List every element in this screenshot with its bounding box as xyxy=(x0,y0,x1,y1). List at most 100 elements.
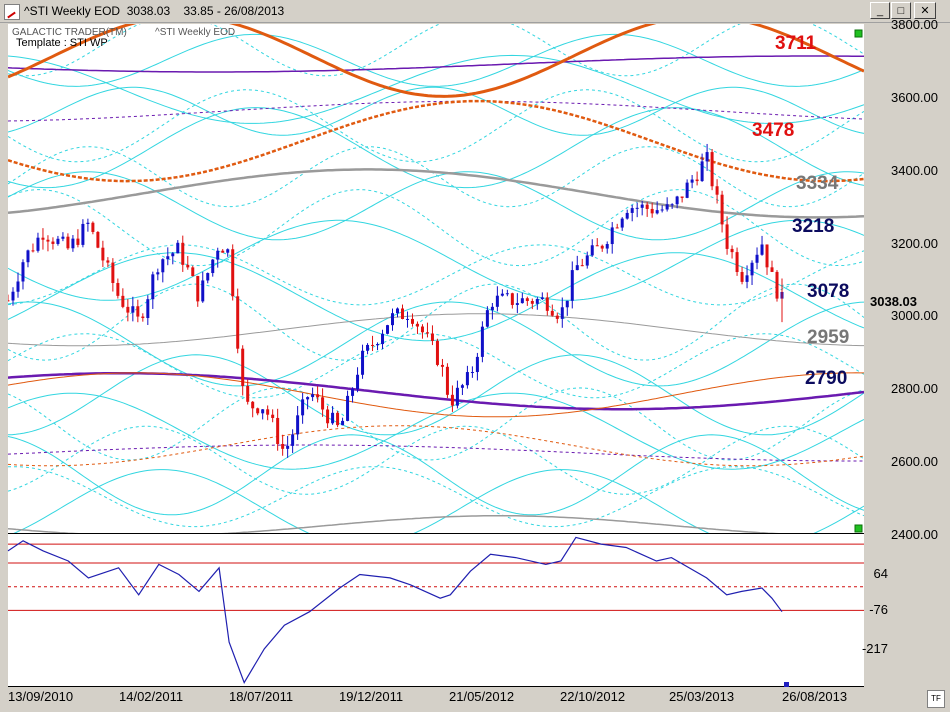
candle-body xyxy=(166,256,170,260)
candle-body xyxy=(590,245,594,256)
candle-body xyxy=(670,204,674,206)
level-label-3078: 3078 xyxy=(807,281,850,302)
candle-body xyxy=(336,412,340,426)
date-tick: 13/09/2010 xyxy=(8,689,74,704)
candle-body xyxy=(216,250,220,260)
osc-tick-minus217: -217 xyxy=(861,641,888,656)
candle-body xyxy=(540,297,544,300)
candle-body xyxy=(341,420,345,426)
series-header: ^STI Weekly EOD xyxy=(155,27,236,38)
orange-cycle-line xyxy=(8,372,864,418)
gray-cycle-line xyxy=(8,514,780,533)
candle-body xyxy=(306,397,310,400)
candle-body xyxy=(715,186,719,195)
candle-body xyxy=(36,237,40,251)
oscillator-line xyxy=(7,536,783,684)
cycle-line xyxy=(8,219,864,301)
current-price-label: 3038.03 xyxy=(870,294,917,309)
candle-body xyxy=(41,237,45,240)
candle-body xyxy=(56,238,60,244)
candle-body xyxy=(630,208,634,213)
price-axis[interactable] xyxy=(864,24,950,686)
candle-body xyxy=(585,255,589,266)
level-label-2959: 2959 xyxy=(807,327,850,348)
candle-body xyxy=(236,296,240,349)
candle-body xyxy=(465,372,469,386)
level-label-3218: 3218 xyxy=(792,216,835,237)
price-panel[interactable] xyxy=(8,24,864,533)
cycle-line xyxy=(8,171,864,241)
candle-body xyxy=(286,445,290,449)
maximize-button[interactable]: □ xyxy=(891,2,911,19)
candle-body xyxy=(136,306,140,317)
candle-body xyxy=(381,333,385,345)
cycle-line xyxy=(8,89,864,163)
candle-body xyxy=(500,293,504,296)
candle-body xyxy=(565,300,569,308)
candle-body xyxy=(221,250,225,253)
candle-body xyxy=(86,222,90,224)
price-plot-area xyxy=(8,24,864,533)
candle-body xyxy=(620,218,624,228)
date-tick: 26/08/2013 xyxy=(782,689,848,704)
candle-body xyxy=(520,298,524,304)
price-tick-3800: 3800.00 xyxy=(891,17,938,32)
candle-body xyxy=(131,306,135,313)
minimize-button[interactable]: _ xyxy=(870,2,890,19)
candle-body xyxy=(96,231,100,248)
candle-body xyxy=(730,248,734,253)
level-line-2790 xyxy=(8,371,864,411)
candle-body xyxy=(610,227,614,245)
cycle-line xyxy=(8,434,864,516)
candle-body xyxy=(545,297,549,311)
cycle-line xyxy=(13,469,864,533)
candle-body xyxy=(455,387,459,406)
candle-body xyxy=(655,210,659,214)
candle-body xyxy=(690,179,694,183)
candle-body xyxy=(440,364,444,367)
candle-body xyxy=(326,409,330,424)
candle-body xyxy=(600,245,604,249)
candle-body xyxy=(395,308,399,314)
candle-body xyxy=(775,271,779,299)
cycle-line xyxy=(8,146,864,208)
bottom-scroll-marker xyxy=(854,524,863,533)
candle-body xyxy=(196,276,200,302)
candle-body xyxy=(475,356,479,373)
candle-body xyxy=(71,238,75,249)
candle-body xyxy=(695,179,699,182)
candle-body xyxy=(371,344,375,346)
candle-body xyxy=(176,242,180,254)
candle-body xyxy=(490,306,494,311)
price-tick-2800: 2800.00 xyxy=(891,381,938,396)
candle-body xyxy=(515,303,519,305)
candle-body xyxy=(26,250,30,263)
candle-body xyxy=(156,272,160,275)
date-tick: 18/07/2011 xyxy=(229,689,294,704)
candle-body xyxy=(750,262,754,276)
candle-body xyxy=(575,265,579,271)
level-line-2959 xyxy=(8,313,864,347)
candle-body xyxy=(765,244,769,268)
candle-body xyxy=(201,280,205,302)
candle-body xyxy=(435,340,439,365)
level-label-3334: 3334 xyxy=(796,173,839,194)
candle-body xyxy=(720,194,724,225)
chart-app-icon[interactable] xyxy=(4,4,20,20)
purple-cycle-line xyxy=(8,55,864,73)
candle-body xyxy=(311,394,315,398)
osc-tick-64: 64 xyxy=(873,566,888,581)
candle-body xyxy=(146,299,150,319)
date-tick: 21/05/2012 xyxy=(449,689,515,704)
close-button[interactable]: ✕ xyxy=(914,2,936,19)
candle-body xyxy=(126,306,130,313)
candle-body xyxy=(660,209,664,211)
price-tick-3000: 3000.00 xyxy=(891,308,938,323)
candle-body xyxy=(560,307,564,319)
timeframe-button[interactable]: TF xyxy=(927,690,945,708)
candle-body xyxy=(665,204,669,210)
cycle-line xyxy=(8,283,864,361)
candle-body xyxy=(46,239,50,242)
cycle-line xyxy=(8,24,864,77)
candle-body xyxy=(321,397,325,410)
